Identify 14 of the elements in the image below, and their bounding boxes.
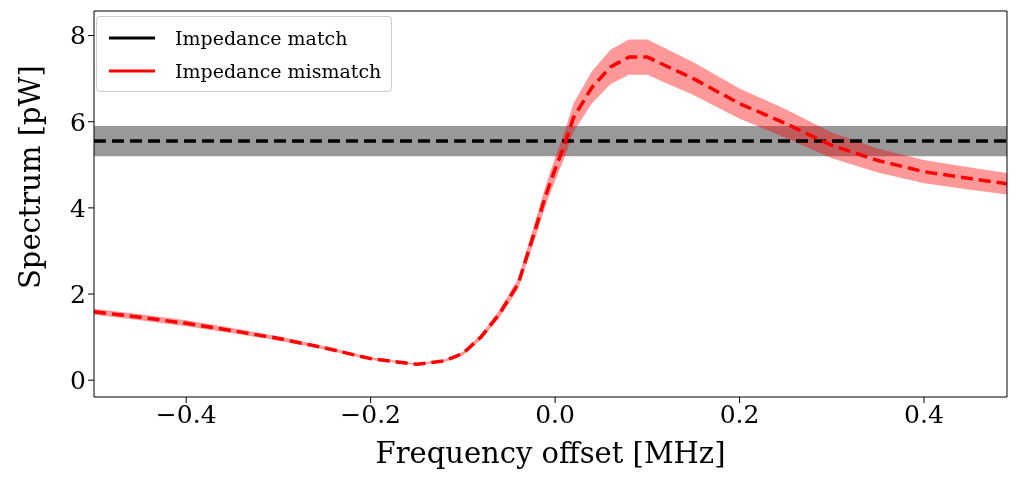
y-axis-title: Spectrum [pW] [13,65,48,289]
y-tick-label: 8 [70,21,86,51]
y-tick-label: 0 [70,366,86,396]
y-tick-label: 6 [70,107,86,137]
x-tick-label: −0.4 [155,399,217,429]
y-tick-label: 2 [70,279,86,309]
legend-label: Impedance mismatch [175,59,382,82]
x-tick-label: 0.4 [904,399,944,429]
x-tick-label: −0.2 [340,399,402,429]
legend-label: Impedance match [175,26,348,49]
x-axis-title: Frequency offset [MHz] [375,436,726,470]
x-tick-label: 0.0 [535,399,575,429]
x-tick-label: 0.2 [719,399,760,429]
y-tick-label: 4 [70,193,86,223]
